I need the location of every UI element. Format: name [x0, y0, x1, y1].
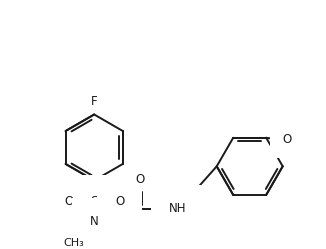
- Text: O: O: [64, 195, 73, 208]
- Text: O: O: [135, 173, 144, 186]
- Text: O: O: [282, 133, 291, 146]
- Text: CH₃: CH₃: [63, 238, 84, 248]
- Text: S: S: [90, 195, 98, 208]
- Text: F: F: [91, 95, 97, 108]
- Text: NH: NH: [169, 202, 186, 215]
- Text: O: O: [115, 195, 124, 208]
- Text: N: N: [90, 215, 98, 228]
